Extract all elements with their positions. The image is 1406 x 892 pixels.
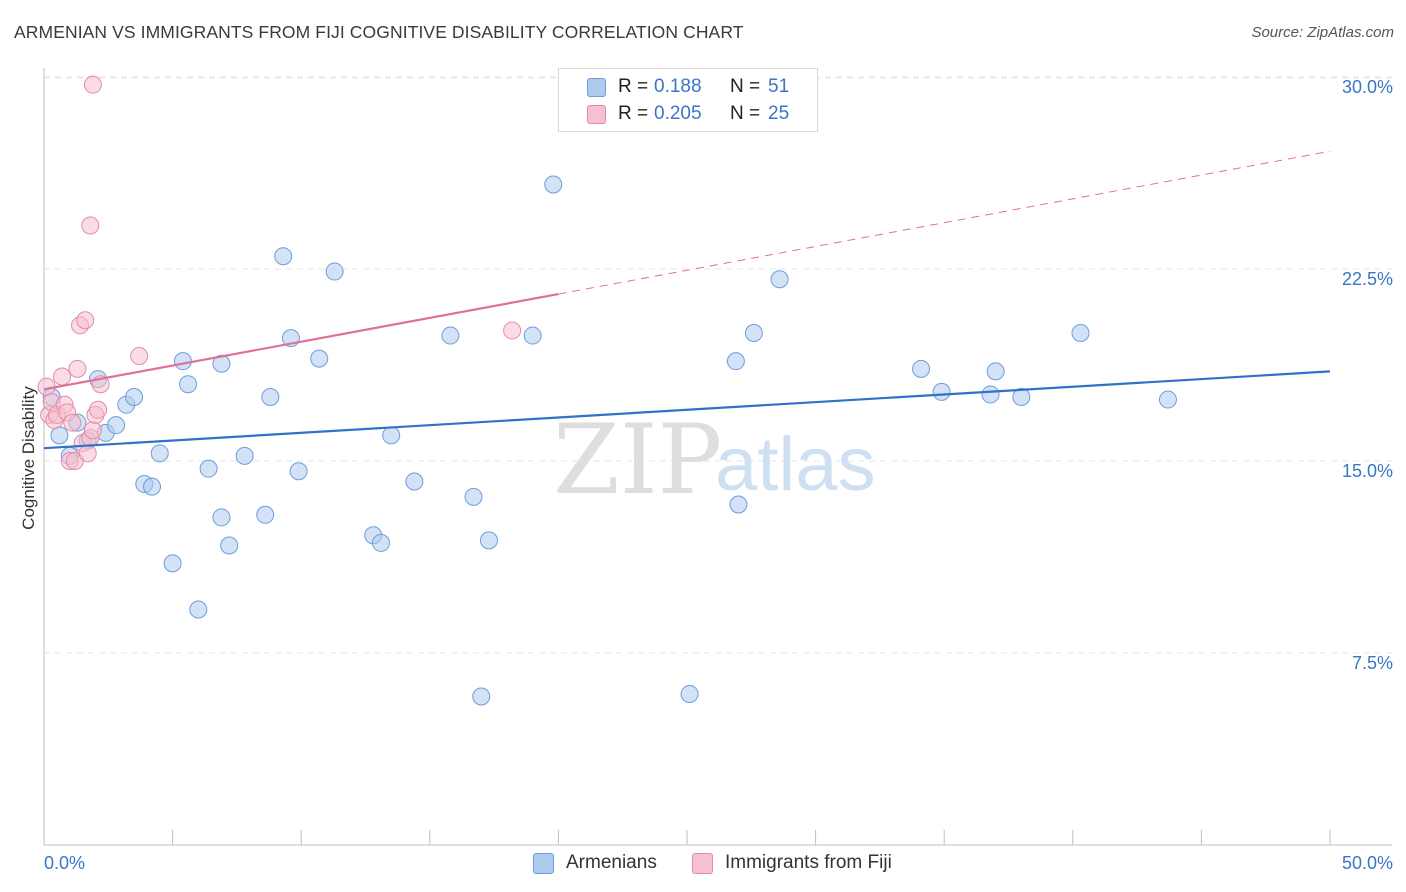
armenian-point <box>107 416 126 435</box>
watermark-zip: ZIP <box>553 404 722 516</box>
armenian-point <box>726 352 745 371</box>
armenian-point <box>1012 388 1031 406</box>
fiji-point <box>130 347 149 366</box>
armenian-point <box>770 270 789 289</box>
armenian-point <box>50 426 69 445</box>
armenian-point <box>179 375 198 394</box>
fiji-point <box>63 413 82 432</box>
armenian-point <box>310 349 329 368</box>
armenian-point <box>441 326 460 345</box>
fiji-legend-label: Immigrants from Fiji <box>725 852 892 873</box>
fiji-trend-line <box>43 293 559 391</box>
armenian-point <box>274 247 293 266</box>
source-label: Source: ZipAtlas.com <box>1251 24 1394 41</box>
armenian-point <box>150 444 169 463</box>
armenian-point <box>235 446 254 465</box>
fiji-legend-swatch <box>692 852 713 874</box>
armenian-point <box>932 382 951 401</box>
y-tick-label: 22.5% <box>1342 269 1393 289</box>
armenian-point <box>1071 324 1090 342</box>
armenians-swatch <box>587 77 606 97</box>
n-value-armenians: 51 <box>768 76 790 97</box>
armenians-legend-swatch <box>533 852 554 874</box>
legend-row-armenians: R = 0.188 N = 51 <box>587 75 789 99</box>
fiji-trend-line-extension <box>558 150 1331 295</box>
fiji-point <box>83 421 102 440</box>
armenians-legend-label: Armenians <box>566 852 657 873</box>
fiji-swatch <box>587 104 606 124</box>
r-value-armenians: 0.188 <box>654 76 702 97</box>
r-value-fiji: 0.205 <box>654 103 702 124</box>
armenian-point <box>729 495 748 514</box>
armenian-point <box>220 536 239 555</box>
armenian-point <box>744 324 763 342</box>
n-label: N = <box>730 103 761 124</box>
armenian-point <box>981 385 1000 404</box>
trend-layer <box>43 150 1331 450</box>
x-tick-label: 50.0% <box>1342 853 1393 873</box>
armenian-point <box>479 531 498 550</box>
armenian-point <box>912 359 931 378</box>
armenian-point <box>143 477 162 496</box>
armenian-point <box>189 600 208 619</box>
bottom-legend-armenians[interactable]: Armenians <box>533 850 657 876</box>
r-label: R = <box>618 76 649 97</box>
armenian-point <box>986 362 1005 381</box>
y-axis-label: Cognitive Disability <box>19 386 38 530</box>
armenian-point <box>382 426 401 445</box>
fiji-point <box>68 359 87 378</box>
n-value-fiji: 25 <box>768 103 790 124</box>
armenian-point <box>1158 390 1177 409</box>
chart-title: ARMENIAN VS IMMIGRANTS FROM FIJI COGNITI… <box>14 22 744 42</box>
y-tick-label: 30.0% <box>1342 77 1393 97</box>
armenian-point <box>212 354 231 373</box>
fiji-point <box>83 75 102 94</box>
armenian-point <box>371 533 390 552</box>
armenian-point <box>405 472 424 491</box>
armenian-point <box>289 462 308 481</box>
r-label: R = <box>618 103 649 124</box>
legend-row-fiji: R = 0.205 N = 25 <box>587 102 789 126</box>
grid-layer <box>44 76 1392 654</box>
armenian-point <box>173 352 192 371</box>
armenian-point <box>472 687 491 706</box>
armenian-point <box>261 388 280 406</box>
armenian-point <box>125 388 144 406</box>
fiji-point <box>503 321 522 340</box>
correlation-legend: R = 0.188 N = 51 R = 0.205 N = 25 <box>558 68 818 132</box>
armenian-point <box>325 262 344 281</box>
armenian-point <box>256 505 275 524</box>
armenians-trend-line <box>43 370 1331 450</box>
x-tick-label: 0.0% <box>44 853 85 873</box>
watermark-atlas: atlas <box>715 422 876 507</box>
y-tick-label: 7.5% <box>1352 653 1393 673</box>
armenian-point <box>523 326 542 345</box>
armenian-point <box>212 508 231 527</box>
watermark: ZIP atlas <box>553 404 876 516</box>
fiji-point <box>76 311 95 330</box>
fiji-point <box>81 216 100 235</box>
armenian-point <box>163 554 182 573</box>
armenian-point <box>464 487 483 506</box>
fiji-point <box>53 367 72 386</box>
fiji-point <box>89 400 108 419</box>
axis-layer: 7.5% 15.0% 22.5% 30.0% 0.0% 50.0% <box>43 68 1393 873</box>
armenian-point <box>544 175 563 194</box>
bottom-legend-fiji[interactable]: Immigrants from Fiji <box>692 850 892 876</box>
y-tick-label: 15.0% <box>1342 461 1393 481</box>
armenian-point <box>199 459 218 478</box>
fiji-point <box>78 444 97 463</box>
armenian-point <box>680 684 699 703</box>
n-label: N = <box>730 76 761 97</box>
